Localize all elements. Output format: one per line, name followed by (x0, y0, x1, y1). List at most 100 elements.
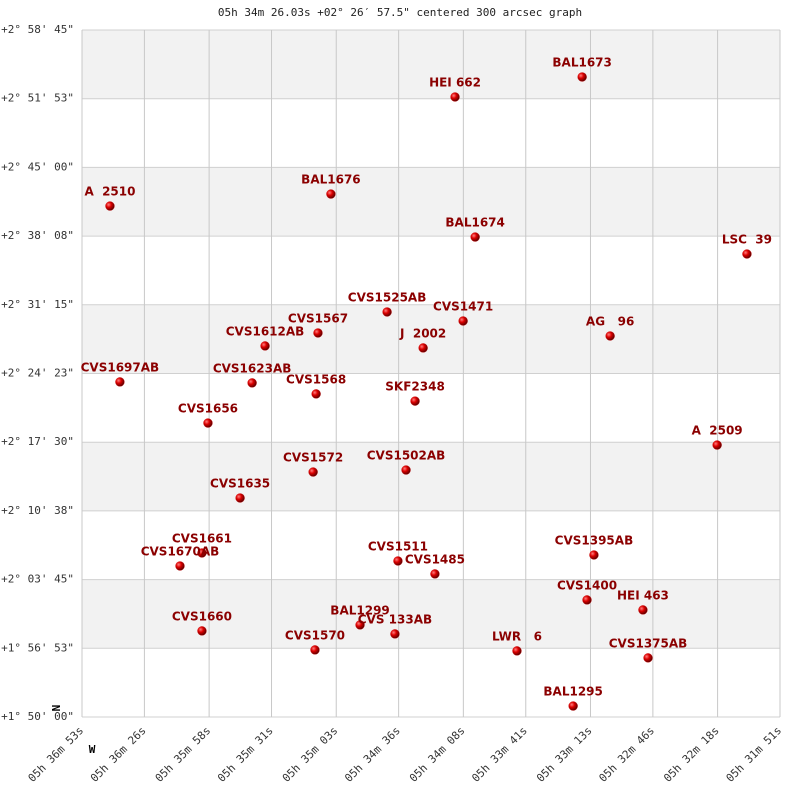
star (393, 556, 403, 566)
y-tick-label: +2° 03' 45" (1, 573, 74, 586)
y-tick-label: +2° 45' 00" (1, 160, 74, 173)
star (235, 493, 245, 503)
star-label: CVS1570 (285, 628, 345, 642)
y-tick-label: +1° 56' 53" (1, 641, 74, 654)
star (260, 341, 270, 351)
star (605, 331, 615, 341)
star-label: CVS1511 (368, 539, 428, 553)
star-label: CVS1635 (210, 476, 270, 490)
star-label: J 2002 (399, 326, 446, 340)
star-label: BAL1299 (330, 603, 389, 617)
star (313, 328, 323, 338)
star (197, 626, 207, 636)
star-label: CVS1502AB (367, 449, 446, 463)
star-label: AG 96 (586, 314, 634, 328)
star (401, 465, 411, 475)
star-label: CVS1568 (286, 372, 346, 386)
star-label: LSC 39 (722, 233, 772, 247)
star-label: CVS1567 (288, 311, 348, 325)
compass-north: N (50, 705, 63, 712)
y-tick-label: +2° 24' 23" (1, 367, 74, 380)
star (450, 92, 460, 102)
star-label: CVS1661 (172, 531, 232, 545)
band (82, 30, 780, 99)
x-tick-label: 05h 33m 41s (469, 724, 530, 785)
star-label: CVS1660 (172, 609, 232, 623)
star-label: CVS1485 (405, 552, 465, 566)
star-label: CVS1697AB (81, 360, 160, 374)
star-label: CVS1612AB (226, 324, 305, 338)
band (82, 579, 780, 649)
star (458, 316, 468, 326)
star (203, 418, 213, 428)
star (175, 561, 185, 571)
y-tick-label: +2° 58' 45" (1, 23, 74, 36)
band (82, 442, 780, 511)
star (247, 378, 257, 388)
band (82, 304, 780, 374)
chart-title: 05h 34m 26.03s +02° 26′ 57.5" centered 3… (218, 6, 582, 19)
star-label: A 2510 (84, 185, 135, 199)
star (355, 620, 365, 630)
star (390, 629, 400, 639)
star (105, 201, 115, 211)
star (382, 307, 392, 317)
star (638, 605, 648, 615)
star (326, 189, 336, 199)
star-label: CVS1400 (557, 578, 617, 592)
star (115, 377, 125, 387)
star-label: SKF2348 (385, 380, 445, 394)
star (410, 396, 420, 406)
star (308, 467, 318, 477)
star (311, 389, 321, 399)
star-label: A 2509 (692, 424, 743, 438)
star (430, 569, 440, 579)
x-tick-label: 05h 35m 03s (280, 724, 341, 785)
star-label: BAL1676 (301, 173, 360, 187)
star-label: HEI 463 (617, 588, 669, 602)
y-tick-label: +1° 50' 00" (1, 710, 74, 723)
x-tick-label: 05h 32m 46s (596, 724, 657, 785)
compass-west: W (89, 743, 96, 756)
star (589, 550, 599, 560)
star (197, 548, 207, 558)
y-tick-label: +2° 17' 30" (1, 435, 74, 448)
star-label: CVS1525AB (348, 290, 427, 304)
y-tick-label: +2° 38' 08" (1, 229, 74, 242)
x-tick-label: 05h 36m 26s (88, 724, 149, 785)
band (82, 167, 780, 237)
star-label: CVS1670AB (141, 544, 220, 558)
star (310, 645, 320, 655)
star-label: BAL1674 (445, 216, 504, 230)
x-tick-label: 05h 31m 51s (724, 724, 785, 785)
x-tick-label: 05h 35m 58s (153, 724, 214, 785)
star (582, 595, 592, 605)
star (418, 343, 428, 353)
star (577, 72, 587, 82)
star-label: CVS1375AB (609, 636, 688, 650)
y-tick-label: +2° 51' 53" (1, 92, 74, 105)
x-tick-label: 05h 35m 31s (215, 724, 276, 785)
y-tick-label: +2° 31' 15" (1, 298, 74, 311)
star-label: CVS1395AB (555, 533, 634, 547)
star (568, 701, 578, 711)
star (512, 646, 522, 656)
x-tick-label: 05h 36m 53s (26, 724, 87, 785)
star-label: HEI 662 (429, 75, 481, 89)
star-label: BAL1295 (543, 685, 602, 699)
y-tick-label: +2° 10' 38" (1, 504, 74, 517)
star-label: BAL1673 (552, 55, 611, 69)
x-tick-label: 05h 33m 13s (534, 724, 595, 785)
x-tick-label: 05h 34m 36s (342, 724, 403, 785)
star-label: CVS1572 (283, 451, 343, 465)
x-tick-label: 05h 34m 08s (407, 724, 468, 785)
x-tick-label: 05h 32m 18s (661, 724, 722, 785)
star (643, 653, 653, 663)
star (712, 440, 722, 450)
star-label: CVS1471 (433, 299, 493, 313)
star-label: CVS 133AB (358, 612, 432, 626)
star (470, 232, 480, 242)
star-label: CVS1656 (178, 402, 238, 416)
star (742, 249, 752, 259)
